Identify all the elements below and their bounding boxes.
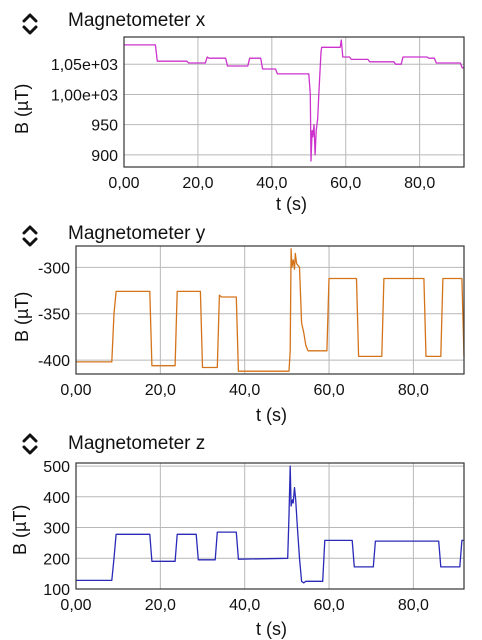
x-tick-label: 40,0: [229, 382, 260, 399]
magnetometer-z-plot[interactable]: 0,00 20,0 40,0 60,0 80,0 100 200 300 400 500: [0, 425, 482, 640]
data-series-line: [76, 465, 464, 584]
y-tick-label: 950: [91, 118, 118, 135]
x-axis-label: t (s): [256, 619, 287, 639]
x-tick-label: 80,0: [398, 382, 429, 399]
x-tick-label: 0,00: [108, 175, 139, 192]
x-tick-label: 20,0: [182, 175, 213, 192]
chart-title: Magnetometer z: [68, 433, 206, 454]
y-tick-label: 500: [43, 459, 70, 476]
y-tick-label: 200: [43, 551, 70, 568]
chevron-up-down-icon: [22, 433, 38, 455]
expand-collapse-button-y[interactable]: [18, 222, 42, 250]
plot-frame: [75, 245, 465, 375]
x-tick-label: 80,0: [404, 175, 435, 192]
x-tick-label: 0,00: [60, 382, 91, 399]
chart-panel-z: Magnetometer z B (µT) t (s): [0, 425, 482, 640]
expand-collapse-button-x[interactable]: [18, 10, 42, 38]
x-tick-label: 40,0: [229, 597, 260, 614]
data-series-line: [124, 39, 464, 162]
y-tick-label: 100: [43, 582, 70, 599]
expand-collapse-button-z[interactable]: [18, 430, 42, 458]
magnetometer-x-plot[interactable]: 0,00 20,0 40,0 60,0 80,0 900 950 1,00e+03 1,05e+…: [0, 0, 482, 210]
x-tick-label: 20,0: [145, 382, 176, 399]
y-tick-label: 900: [91, 148, 118, 165]
x-tick-label: 80,0: [398, 597, 429, 614]
chart-panel-x: Magnetometer x B (µT) t (s): [0, 0, 482, 214]
y-tick-label: -300: [38, 260, 70, 277]
y-tick-label: 400: [43, 490, 70, 507]
data-series-line: [76, 248, 465, 372]
chart-title: Magnetometer x: [68, 10, 206, 31]
y-tick-label: 1,05e+03: [51, 57, 118, 74]
y-tick-label: 1,00e+03: [51, 87, 118, 104]
x-axis-label: t (s): [256, 405, 287, 425]
x-tick-label: 60,0: [330, 175, 361, 192]
x-tick-label: 60,0: [313, 597, 344, 614]
x-axis-label: t (s): [276, 194, 307, 214]
chevron-up-down-icon: [22, 13, 38, 35]
y-tick-label: -400: [38, 353, 70, 370]
x-tick-label: 40,0: [256, 175, 287, 192]
y-tick-label: -350: [38, 307, 70, 324]
plot-frame: [75, 462, 465, 590]
y-tick-label: 300: [43, 521, 70, 538]
x-tick-label: 0,00: [60, 597, 91, 614]
magnetometer-y-plot[interactable]: 0,00 20,0 40,0 60,0 80,0 -400 -350 -300: [0, 210, 482, 425]
chart-title: Magnetometer y: [68, 223, 206, 244]
x-tick-label: 60,0: [313, 382, 344, 399]
x-tick-label: 20,0: [145, 597, 176, 614]
chart-panel-y: Magnetometer y B (µT) t (s): [0, 210, 482, 425]
chevron-up-down-icon: [22, 225, 38, 247]
plot-frame: [123, 36, 465, 168]
